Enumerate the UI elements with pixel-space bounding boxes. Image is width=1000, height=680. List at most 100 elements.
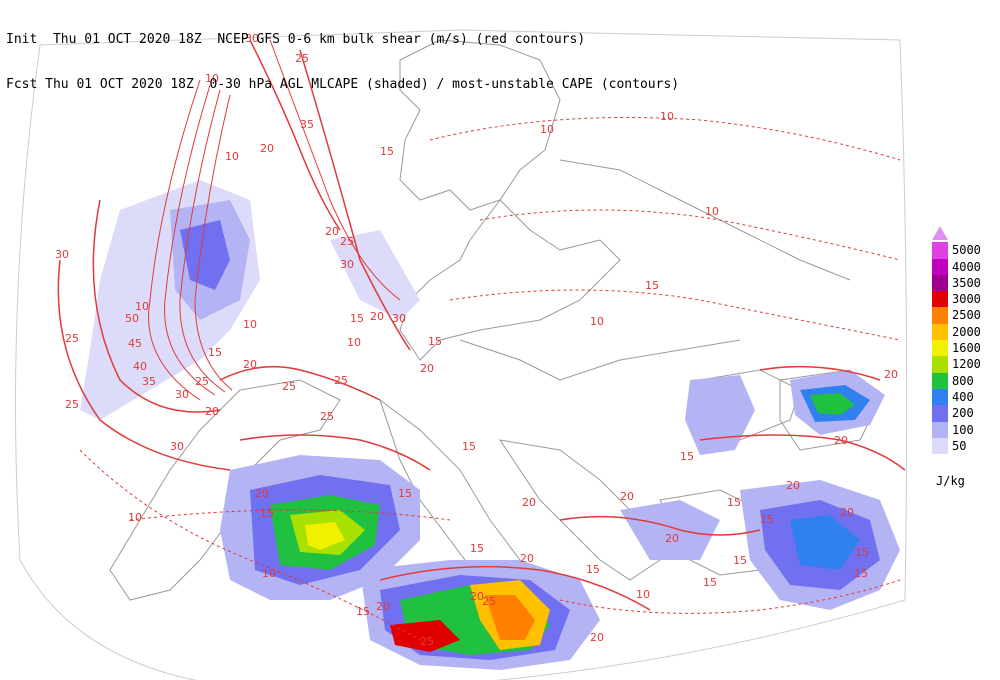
legend-swatch — [932, 388, 948, 406]
contour-label: 10 — [347, 336, 361, 349]
legend-item: 3000 — [928, 291, 998, 308]
legend-label: 4000 — [952, 259, 981, 274]
legend-swatch — [932, 307, 948, 324]
contour-label: 15 — [462, 440, 476, 453]
header-init-line: Init Thu 01 OCT 2020 18Z NCEP GFS 0-6 km… — [6, 32, 586, 47]
overflow-triangle-icon — [932, 226, 948, 240]
legend-item: 4000 — [928, 258, 998, 275]
legend-item: 2000 — [928, 323, 998, 341]
contour-label: 20 — [376, 600, 390, 613]
legend-label: 50 — [952, 438, 967, 453]
legend-label: 800 — [952, 373, 974, 388]
contour-label: 15 — [680, 450, 694, 463]
contour-label: 10 — [636, 588, 650, 601]
cape-region-east-med — [620, 500, 720, 560]
legend-swatch — [932, 437, 948, 455]
legend-label: 1600 — [952, 341, 981, 356]
contour-label: 20 — [834, 434, 848, 447]
contour-labels: 30 25 10 35 20 10 15 20 25 30 30 50 45 2… — [55, 32, 898, 648]
contour-label: 35 — [142, 375, 156, 388]
legend-label: 2000 — [952, 324, 981, 339]
legend-swatch — [932, 323, 948, 341]
contour-label: 30 — [55, 248, 69, 261]
contour-label: 45 — [128, 337, 142, 350]
contour-label: 15 — [703, 576, 717, 589]
contour-label: 40 — [133, 360, 147, 373]
contour-label: 25 — [340, 235, 354, 248]
contour-label: 15 — [428, 335, 442, 348]
contour-label: 20 — [205, 405, 219, 418]
contour-label: 20 — [620, 490, 634, 503]
legend-label: 2500 — [952, 308, 981, 323]
contour-label: 50 — [125, 312, 139, 325]
contour-label: 10 — [225, 150, 239, 163]
contour-label: 20 — [786, 479, 800, 492]
contour-label: 15 — [854, 567, 868, 580]
contour-label: 15 — [380, 145, 394, 158]
contour-label: 30 — [340, 258, 354, 271]
contour-label: 20 — [260, 142, 274, 155]
contour-label: 20 — [665, 532, 679, 545]
contour-label: 20 — [420, 362, 434, 375]
contour-label: 15 — [208, 346, 222, 359]
contour-label: 30 — [392, 312, 406, 325]
contour-label: 10 — [135, 300, 149, 313]
legend-swatch — [932, 405, 948, 422]
legend-swatch — [932, 372, 948, 389]
contour-label: 30 — [170, 440, 184, 453]
contour-label: 15 — [645, 279, 659, 292]
contour-label: 20 — [520, 552, 534, 565]
legend-units: J/kg — [936, 474, 965, 488]
legend-item: 3500 — [928, 274, 998, 292]
map-domain-outline — [15, 29, 908, 680]
contour-label: 10 — [205, 72, 219, 85]
legend-label: 100 — [952, 422, 974, 437]
contour-label: 30 — [175, 388, 189, 401]
contour-label: 35 — [300, 118, 314, 131]
contour-label: 25 — [320, 410, 334, 423]
legend-swatch — [932, 242, 948, 259]
legend-label: 3000 — [952, 292, 981, 307]
contour-label: 15 — [470, 542, 484, 555]
contour-label: 15 — [855, 546, 869, 559]
legend-label: 1200 — [952, 357, 981, 372]
contour-label: 10 — [590, 315, 604, 328]
contour-label: 25 — [334, 374, 348, 387]
legend-item: 50 — [928, 437, 998, 455]
map-header: Init Thu 01 OCT 2020 18Z NCEP GFS 0-6 km… — [6, 2, 679, 107]
legend-item: 1600 — [928, 340, 998, 357]
legend-item: 800 — [928, 372, 998, 389]
legend-swatch — [932, 340, 948, 357]
contour-label: 20 — [590, 631, 604, 644]
contour-label: 10 — [705, 205, 719, 218]
contour-label: 20 — [255, 487, 269, 500]
legend-item: 2500 — [928, 307, 998, 324]
legend-swatch — [932, 258, 948, 275]
contour-label: 20 — [243, 358, 257, 371]
contour-label: 25 — [282, 380, 296, 393]
contour-label: 20 — [325, 225, 339, 238]
legend-label: 5000 — [952, 243, 981, 258]
contour-label: 15 — [733, 554, 747, 567]
legend-item: 400 — [928, 388, 998, 406]
legend-swatch — [932, 291, 948, 308]
contour-label: 10 — [660, 110, 674, 123]
contour-label: 10 — [243, 318, 257, 331]
contour-label: 20 — [884, 368, 898, 381]
cape-shading — [80, 180, 900, 670]
contour-label: 20 — [470, 590, 484, 603]
contour-label: 30 — [245, 32, 259, 45]
contour-label: 20 — [840, 506, 854, 519]
contour-label: 20 — [370, 310, 384, 323]
legend-item: 100 — [928, 421, 998, 438]
legend-label: 400 — [952, 389, 974, 404]
contour-label: 10 — [262, 567, 276, 580]
contour-label: 15 — [356, 605, 370, 618]
cape-legend: 5000 4000 3500 3000 2500 2000 1600 1200 800 400 20… — [928, 226, 998, 455]
contour-label: 10 — [128, 511, 142, 524]
legend-label: 200 — [952, 406, 974, 421]
contour-label: 25 — [65, 398, 79, 411]
legend-overflow-arrow — [928, 226, 998, 242]
contour-label: 15 — [350, 312, 364, 325]
